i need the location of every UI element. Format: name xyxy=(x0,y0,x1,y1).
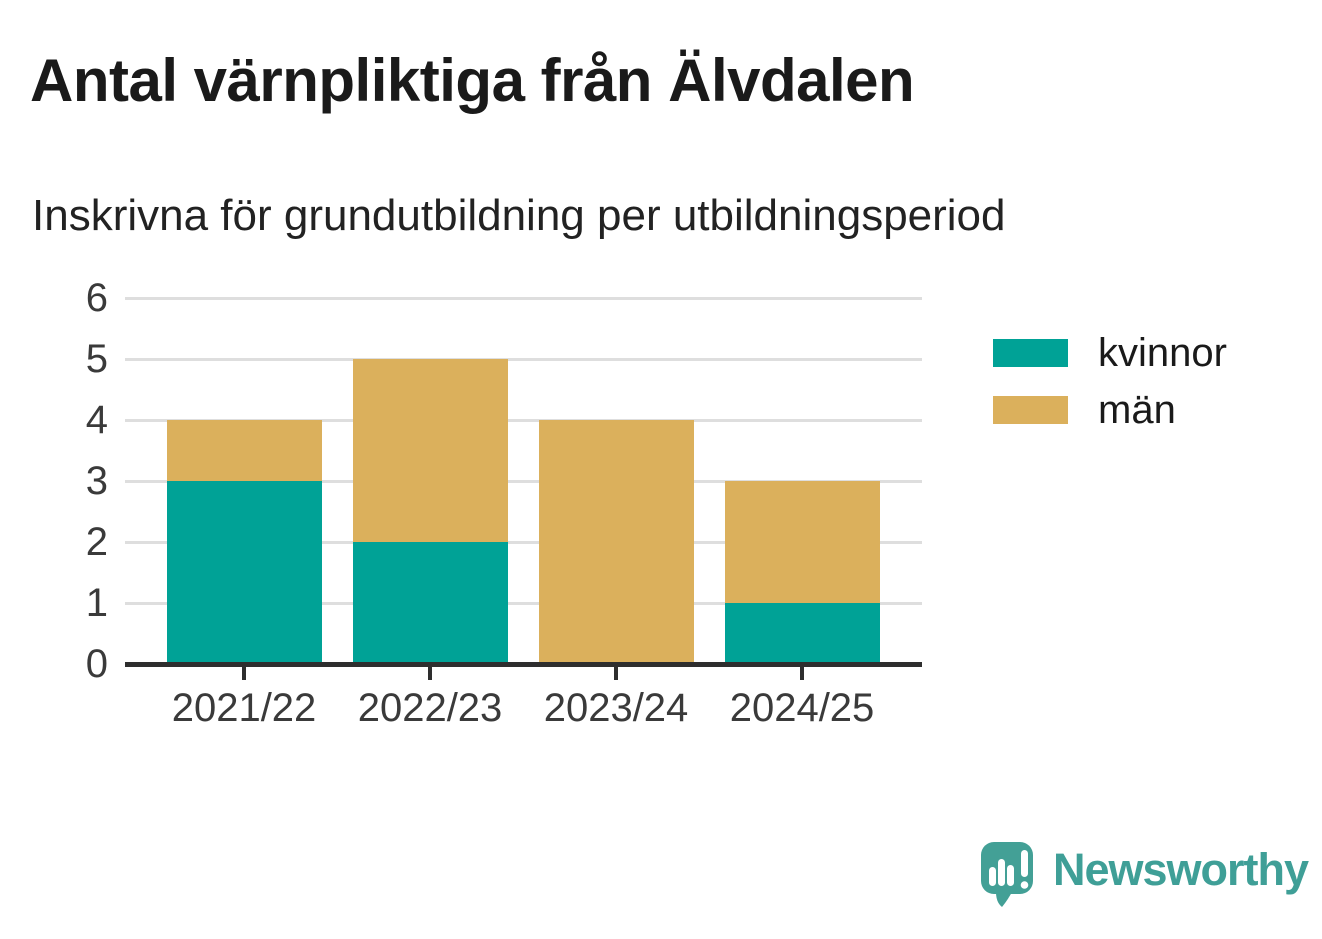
y-axis-label-4: 4 xyxy=(85,398,108,442)
gridline-4 xyxy=(125,418,922,422)
legend-label-man: män xyxy=(1098,388,1176,432)
x-tick-2022-23 xyxy=(428,667,432,680)
y-axis-label-3: 3 xyxy=(85,459,108,503)
bar-2021-22-kvinnor xyxy=(166,481,322,664)
x-axis-label-2022-23: 2022/23 xyxy=(357,686,503,730)
y-axis-label-5: 5 xyxy=(85,337,108,381)
bar-2022-23-kvinnor xyxy=(352,542,508,664)
gridline-5 xyxy=(125,357,922,361)
y-axis-label-1: 1 xyxy=(85,581,108,625)
x-axis-label-2024-25: 2024/25 xyxy=(729,686,875,730)
x-axis-label-2021-22: 2021/22 xyxy=(171,686,317,730)
y-axis: 0 1 2 3 4 5 6 xyxy=(20,278,108,684)
legend-swatch-man xyxy=(993,396,1068,424)
bar-2024-25-kvinnor xyxy=(724,603,880,664)
gridline-1 xyxy=(125,601,922,605)
legend: kvinnor män xyxy=(993,333,1227,453)
y-axis-label-0: 0 xyxy=(85,642,108,686)
gridline-2 xyxy=(125,540,922,544)
gridline-6 xyxy=(125,296,922,300)
bar-2021-22-man xyxy=(166,420,322,481)
bar-2022-23-man xyxy=(352,359,508,542)
x-axis-label-2023-24: 2023/24 xyxy=(543,686,689,730)
legend-item-man: män xyxy=(993,390,1227,430)
chart-subtitle: Inskrivna för grundutbildning per utbild… xyxy=(32,191,1006,240)
y-axis-label-6: 6 xyxy=(85,276,108,320)
legend-swatch-kvinnor xyxy=(993,339,1068,367)
x-tick-2021-22 xyxy=(242,667,246,680)
newsworthy-logo: Newsworthy xyxy=(980,842,1309,908)
x-axis-line xyxy=(125,662,922,667)
y-axis-label-2: 2 xyxy=(85,520,108,564)
x-tick-2024-25 xyxy=(800,667,804,680)
plot-area: 2021/22 2022/23 2023/24 2024/25 xyxy=(125,296,922,728)
brand-name: Newsworthy xyxy=(1053,844,1309,895)
bar-2023-24-man xyxy=(538,420,694,664)
gridline-3 xyxy=(125,479,922,483)
legend-item-kvinnor: kvinnor xyxy=(993,333,1227,373)
x-tick-2023-24 xyxy=(614,667,618,680)
bar-2024-25-man xyxy=(724,481,880,603)
chart-title: Antal värnpliktiga från Älvdalen xyxy=(30,47,915,114)
newsworthy-bubble-chart-icon xyxy=(981,842,1033,907)
legend-label-kvinnor: kvinnor xyxy=(1098,331,1227,375)
